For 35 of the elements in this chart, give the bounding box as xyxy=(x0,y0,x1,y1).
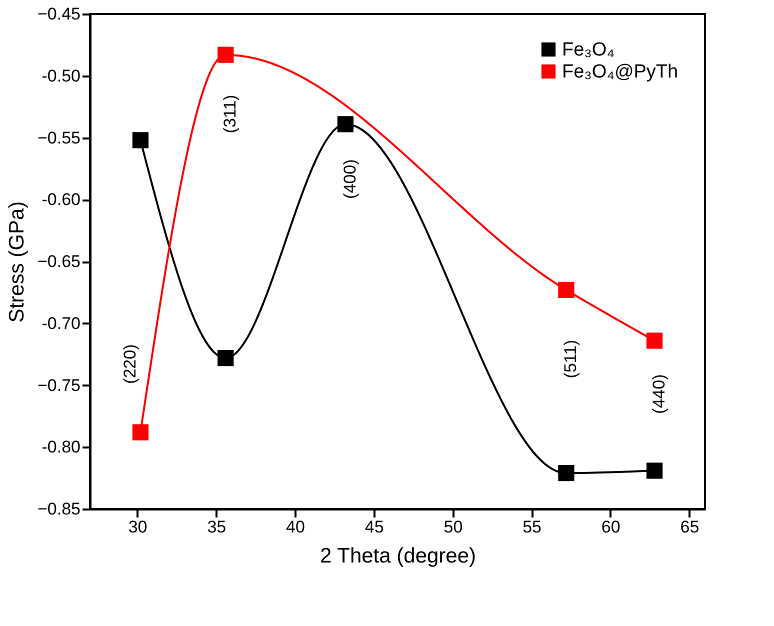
y-tick-label: −0.45 xyxy=(37,4,80,24)
x-tick-label: 60 xyxy=(601,518,620,536)
y-axis-title: Stress (GPa) xyxy=(5,201,28,323)
x-tick-label: 40 xyxy=(286,518,305,536)
annotation: (311) xyxy=(220,94,240,134)
x-tick-label: 30 xyxy=(128,518,148,536)
y-tick-label: −0.55 xyxy=(37,128,80,148)
y-tick-label: -0.60 xyxy=(42,190,80,210)
y-tick-label: −0.65 xyxy=(37,252,80,271)
x-tick-label: 65 xyxy=(680,518,700,536)
point xyxy=(558,282,574,298)
point xyxy=(646,462,663,479)
y-tick-label: −0.75 xyxy=(37,376,80,395)
y-tick-label: -0.70 xyxy=(42,314,80,333)
point xyxy=(646,332,663,349)
point xyxy=(218,46,234,63)
point xyxy=(218,350,234,366)
annotation: (220) xyxy=(120,344,140,384)
legend-label: Fe₃O₄ xyxy=(562,40,615,60)
point xyxy=(558,465,574,482)
x-tick-label: 45 xyxy=(364,518,384,536)
annotation: (400) xyxy=(340,159,360,199)
x-tick-label: 55 xyxy=(522,518,542,536)
legend-label: Fe₃O₄@PyTh xyxy=(562,62,678,82)
annotation: (511) xyxy=(561,340,580,378)
annotation: (440) xyxy=(650,374,669,414)
point xyxy=(132,132,149,148)
y-tick-label: −0.85 xyxy=(37,500,80,518)
x-tick-label: 50 xyxy=(444,518,463,536)
y-tick-label: -0.50 xyxy=(42,66,80,86)
x-tick-label: 35 xyxy=(207,518,226,536)
point xyxy=(132,424,149,440)
x-axis-title: 2 Theta (degree) xyxy=(320,544,476,568)
point xyxy=(337,116,354,132)
y-tick-label: -0.80 xyxy=(42,438,80,457)
